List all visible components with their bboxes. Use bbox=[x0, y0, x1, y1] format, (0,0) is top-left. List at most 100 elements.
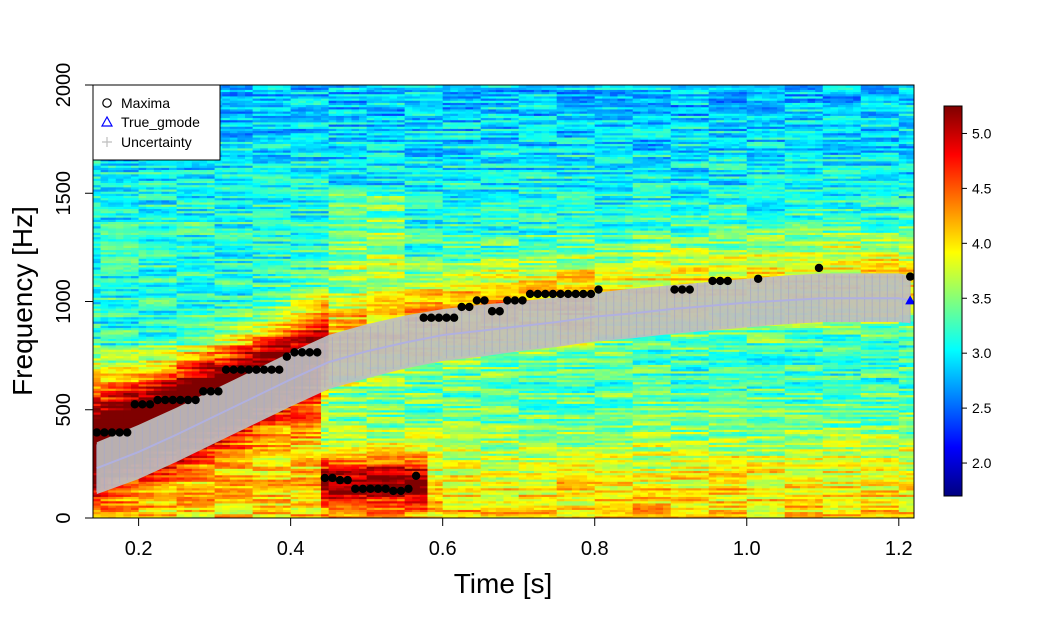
heatmap-cell bbox=[138, 219, 147, 222]
heatmap-cell bbox=[169, 210, 178, 214]
heatmap-cell bbox=[161, 511, 170, 515]
heatmap-cell bbox=[115, 355, 125, 359]
heatmap-cell bbox=[161, 472, 170, 476]
heatmap-cell bbox=[93, 245, 102, 248]
heatmap-cell bbox=[100, 507, 109, 510]
heatmap-cell bbox=[100, 186, 109, 190]
heatmap-cell bbox=[123, 424, 132, 428]
heatmap-cell bbox=[108, 230, 117, 233]
heatmap-cell bbox=[169, 489, 178, 493]
heatmap-cell bbox=[100, 214, 109, 218]
heatmap-cell bbox=[169, 485, 178, 489]
heatmap-cell bbox=[146, 197, 155, 201]
heatmap-cell bbox=[176, 206, 185, 210]
heatmap-cell bbox=[161, 227, 170, 231]
heatmap-cell bbox=[115, 323, 125, 326]
heatmap-cell bbox=[93, 318, 102, 322]
heatmap-cell bbox=[169, 266, 178, 270]
heatmap-cell bbox=[100, 171, 109, 175]
heatmap-cell bbox=[93, 351, 102, 355]
heatmap-cell bbox=[123, 377, 132, 381]
heatmap-cell bbox=[131, 416, 140, 420]
heatmap-cell bbox=[176, 346, 185, 350]
heatmap-cell bbox=[138, 396, 147, 400]
heatmap-cell bbox=[115, 492, 125, 495]
heatmap-cell bbox=[184, 284, 193, 287]
heatmap-cell bbox=[146, 515, 155, 518]
heatmap-cell bbox=[161, 171, 170, 175]
heatmap-cell bbox=[169, 359, 178, 363]
heatmap-cell bbox=[115, 388, 125, 391]
heatmap-cell bbox=[184, 225, 193, 229]
heatmap-cell bbox=[146, 230, 155, 233]
heatmap-cell bbox=[123, 370, 132, 374]
heatmap-cell bbox=[100, 277, 109, 281]
heatmap-cell bbox=[176, 320, 185, 324]
heatmap-cell bbox=[184, 366, 193, 370]
heatmap-cell bbox=[161, 214, 170, 218]
heatmap-cell bbox=[184, 160, 193, 164]
heatmap-cell bbox=[153, 288, 163, 292]
heatmap-cell bbox=[153, 253, 163, 257]
heatmap-cell bbox=[146, 301, 155, 305]
heatmap-cell bbox=[123, 342, 132, 346]
heatmap-cell bbox=[123, 245, 132, 248]
heatmap-cell bbox=[138, 409, 147, 413]
heatmap-cell bbox=[123, 206, 132, 210]
heatmap-cell bbox=[108, 379, 117, 383]
heatmap-cell bbox=[153, 362, 163, 365]
heatmap-cell bbox=[146, 359, 155, 363]
heatmap-cell bbox=[176, 245, 185, 248]
heatmap-cell bbox=[184, 498, 193, 502]
heatmap-cell bbox=[146, 362, 155, 365]
heatmap-cell bbox=[100, 303, 109, 307]
heatmap-cell bbox=[176, 513, 185, 517]
heatmap-cell bbox=[153, 169, 163, 173]
heatmap-cell bbox=[184, 162, 193, 166]
heatmap-cell bbox=[138, 492, 147, 495]
heatmap-cell bbox=[138, 249, 147, 253]
heatmap-cell bbox=[100, 178, 109, 181]
heatmap-cell bbox=[93, 346, 102, 350]
heatmap-cell bbox=[93, 266, 102, 270]
heatmap-cell bbox=[169, 167, 178, 171]
heatmap-cell bbox=[184, 500, 193, 504]
heatmap-cell bbox=[138, 507, 147, 510]
heatmap-cell bbox=[138, 180, 147, 184]
heatmap-cell bbox=[169, 366, 178, 370]
heatmap-cell bbox=[123, 182, 132, 186]
heatmap-cell bbox=[131, 390, 140, 394]
heatmap-cell bbox=[108, 195, 117, 199]
heatmap-cell bbox=[131, 507, 140, 510]
heatmap-cell bbox=[161, 392, 170, 396]
heatmap-cell bbox=[123, 249, 132, 253]
heatmap-cell bbox=[169, 338, 178, 342]
heatmap-cell bbox=[169, 470, 178, 474]
heatmap-cell bbox=[100, 271, 109, 274]
heatmap-cell bbox=[115, 264, 125, 268]
heatmap-cell bbox=[153, 333, 163, 337]
heatmap-cell bbox=[108, 295, 117, 298]
heatmap-cell bbox=[169, 377, 178, 381]
heatmap-cell bbox=[115, 284, 125, 287]
heatmap-cell bbox=[184, 275, 193, 279]
heatmap-cell bbox=[100, 295, 109, 298]
heatmap-cell bbox=[100, 314, 109, 318]
heatmap-cell bbox=[176, 169, 185, 173]
heatmap-cell bbox=[108, 349, 117, 352]
heatmap-cell bbox=[153, 279, 163, 283]
heatmap-cell bbox=[108, 494, 117, 497]
heatmap-cell bbox=[161, 186, 170, 190]
heatmap-cell bbox=[153, 227, 163, 231]
heatmap-cell bbox=[146, 342, 155, 346]
heatmap-cell bbox=[93, 243, 102, 246]
heatmap-cell bbox=[115, 307, 125, 311]
heatmap-cell bbox=[131, 407, 140, 411]
heatmap-cell bbox=[153, 368, 163, 372]
heatmap-cell bbox=[138, 204, 147, 207]
heatmap-cell bbox=[153, 260, 163, 264]
heatmap-cell bbox=[123, 303, 132, 307]
heatmap-cell bbox=[115, 236, 125, 240]
heatmap-cell bbox=[138, 318, 147, 322]
heatmap-cell bbox=[146, 297, 155, 300]
